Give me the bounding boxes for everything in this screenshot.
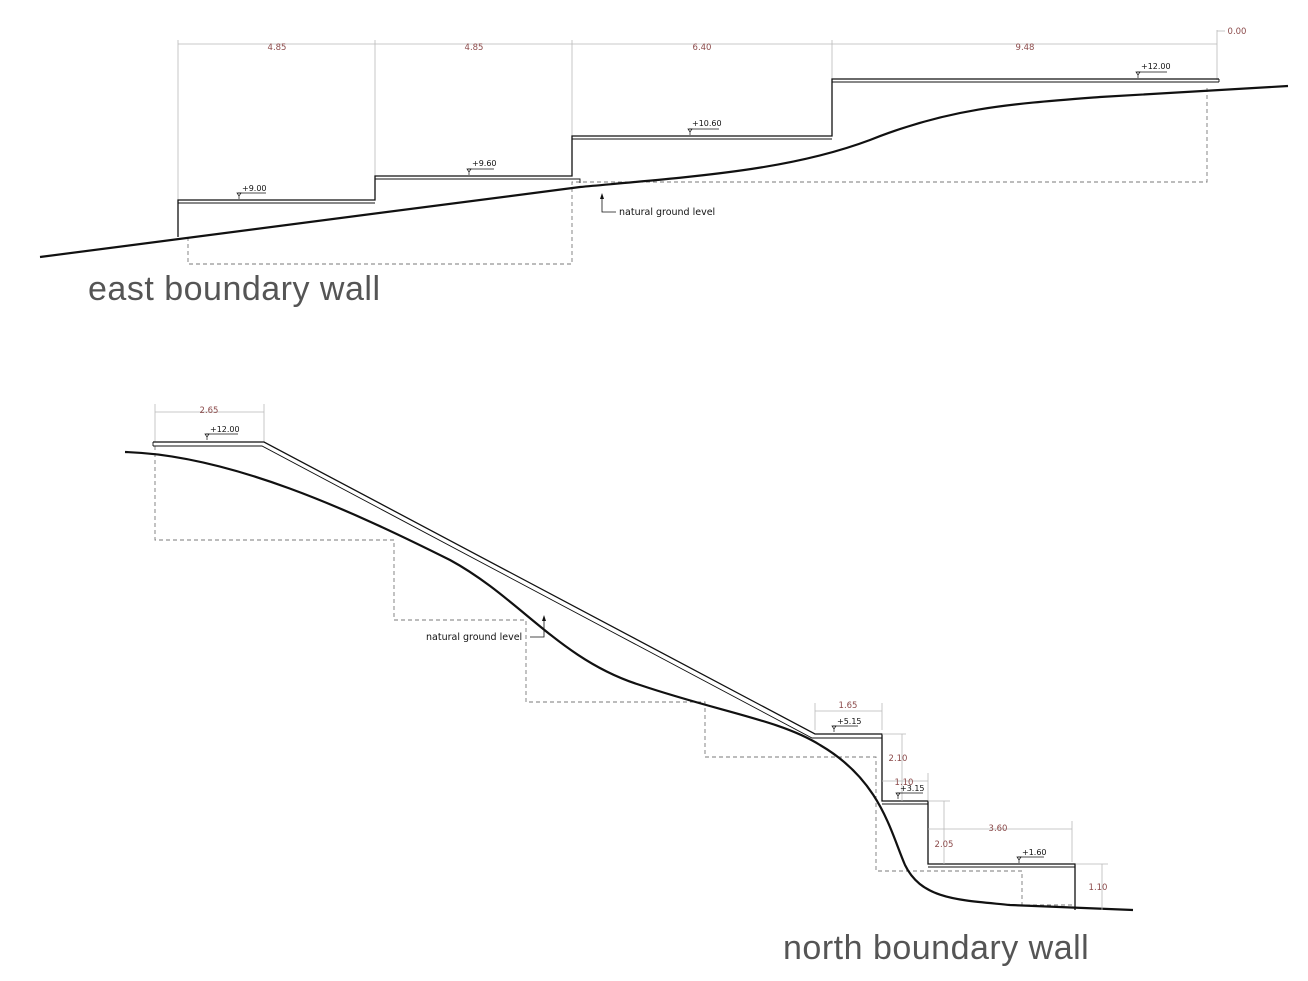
- east-note-leader: [601, 196, 616, 213]
- north-dim-bottom: 3.60: [928, 821, 1073, 862]
- svg-text:+5.15: +5.15: [837, 717, 862, 726]
- north-level-3-15: +3.15: [895, 784, 925, 799]
- east-ground-line: [39, 84, 1289, 259]
- svg-text:+9.60: +9.60: [472, 159, 497, 168]
- north-ground-line: [124, 450, 1134, 912]
- east-level-9-00: +9.00: [236, 184, 267, 199]
- north-note-arrow: [542, 615, 546, 621]
- north-level-12-00: +12.00: [204, 425, 240, 440]
- svg-text:1.10: 1.10: [1089, 883, 1108, 893]
- svg-text:+3.15: +3.15: [900, 784, 925, 793]
- north-dim-step: 1.10: [882, 773, 929, 800]
- east-level-10-60: +10.60: [687, 119, 722, 135]
- north-section: 2.65 1.65 2.10 1.10: [124, 404, 1134, 967]
- north-level-5-15: +5.15: [831, 717, 862, 732]
- east-dim-4: 9.48: [1016, 43, 1035, 53]
- svg-text:2.05: 2.05: [935, 840, 954, 850]
- east-dimension-chain: 4.85 4.85 6.40 9.48 0.00: [177, 27, 1247, 200]
- north-dim-top: 2.65: [154, 404, 265, 442]
- north-title: north boundary wall: [783, 929, 1089, 967]
- svg-text:3.60: 3.60: [989, 824, 1008, 834]
- east-dim-1: 4.85: [268, 43, 287, 53]
- east-ground-note: natural ground level: [619, 207, 715, 218]
- east-origin-label: 0.00: [1228, 27, 1247, 37]
- svg-text:+9.00: +9.00: [242, 184, 267, 193]
- east-section: 4.85 4.85 6.40 9.48 0.00 +9.00 +9.60: [39, 27, 1289, 308]
- north-note-leader: [530, 618, 545, 638]
- east-level-9-60: +9.60: [466, 159, 497, 175]
- north-ground-note: natural ground level: [426, 632, 522, 643]
- east-level-12-00: +12.00: [1135, 62, 1171, 78]
- north-dim-drop-2: 2.05: [928, 800, 954, 864]
- east-foundation: [187, 88, 1208, 265]
- east-title: east boundary wall: [88, 270, 381, 308]
- svg-text:+1.60: +1.60: [1022, 848, 1047, 857]
- north-dim-drop-1: 2.10: [882, 733, 908, 801]
- north-dim-landing: 1.65: [814, 701, 883, 730]
- east-dim-2: 4.85: [465, 43, 484, 53]
- north-foundation: [154, 446, 1072, 906]
- svg-text:+12.00: +12.00: [210, 425, 240, 434]
- east-dim-3: 6.40: [693, 43, 712, 53]
- svg-text:2.10: 2.10: [889, 754, 908, 764]
- svg-text:+10.60: +10.60: [692, 119, 722, 128]
- north-dim-end: 1.10: [1076, 863, 1108, 910]
- east-wall: [177, 78, 1220, 237]
- north-level-1-60: +1.60: [1016, 848, 1047, 863]
- north-wall: [152, 441, 1076, 910]
- svg-text:1.65: 1.65: [839, 701, 858, 711]
- svg-text:+12.00: +12.00: [1141, 62, 1171, 71]
- svg-text:1.10: 1.10: [895, 778, 914, 788]
- svg-text:2.65: 2.65: [200, 406, 219, 416]
- east-note-arrow: [600, 193, 604, 199]
